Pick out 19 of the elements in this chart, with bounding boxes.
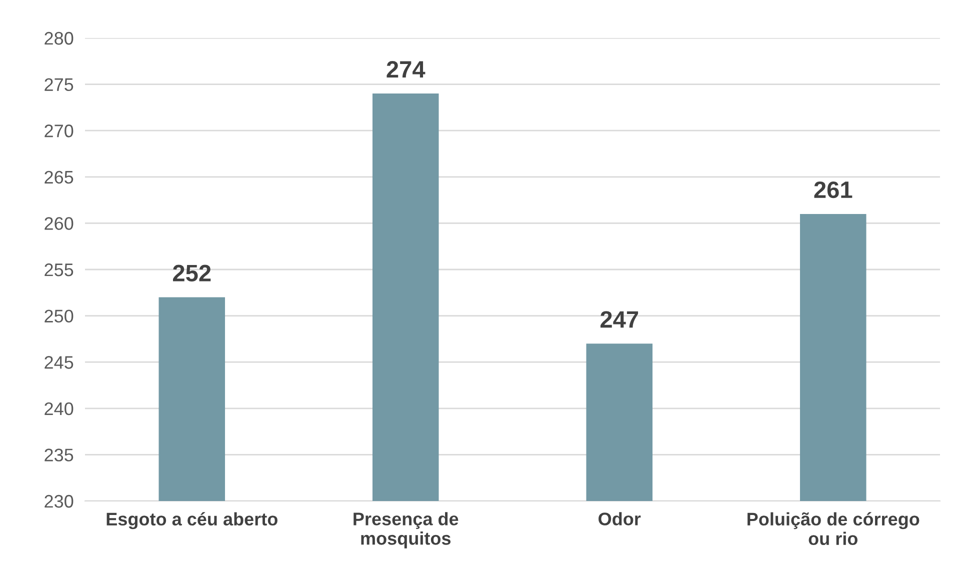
data-label: 247	[600, 311, 638, 328]
y-tick-label: 250	[44, 310, 74, 323]
data-label: 261	[814, 181, 852, 198]
y-tick-label: 280	[44, 32, 74, 45]
x-tick-label: Esgoto a céu aberto	[106, 512, 278, 530]
y-tick-label: 275	[44, 78, 74, 92]
y-tick-label: 230	[44, 494, 74, 508]
y-tick-label: 260	[44, 217, 74, 230]
data-label: 274	[386, 61, 426, 78]
y-tick-label: 240	[44, 402, 74, 416]
data-label: 252	[173, 264, 211, 282]
x-tick-label: Presença de mosquitos	[354, 512, 458, 548]
y-tick-label: 235	[44, 448, 74, 462]
x-tick-label: Odor	[598, 512, 641, 526]
y-tick-label: 255	[44, 263, 74, 276]
x-tick-label: Poluição de córrego ou rio	[748, 512, 920, 546]
y-tick-label: 270	[44, 124, 74, 138]
y-tick-label: 265	[44, 170, 74, 184]
y-tick-label: 245	[44, 356, 74, 369]
